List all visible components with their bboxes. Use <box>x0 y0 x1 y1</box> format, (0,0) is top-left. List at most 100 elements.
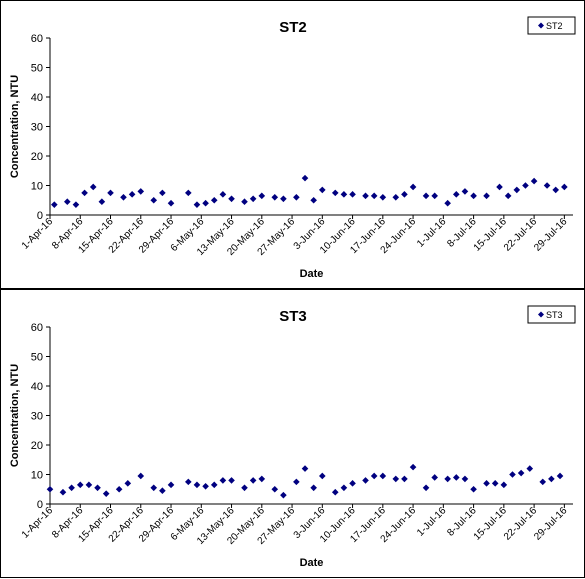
legend-box <box>527 305 576 324</box>
data-point <box>392 194 400 201</box>
data-point <box>137 472 145 480</box>
data-point <box>280 195 287 203</box>
x-tick-label: 1-Jul-16 <box>415 216 449 250</box>
y-tick-label: 10 <box>31 181 43 193</box>
data-point <box>331 488 339 496</box>
data-point <box>370 472 378 480</box>
data-point <box>422 192 430 200</box>
y-tick-label: 40 <box>31 381 43 393</box>
data-point <box>401 475 408 483</box>
data-point <box>444 199 451 207</box>
data-point <box>228 195 235 203</box>
y-tick-label: 60 <box>31 33 43 45</box>
data-point <box>51 201 58 208</box>
data-point <box>370 192 378 200</box>
data-point <box>543 182 551 189</box>
chart-title: ST3 <box>279 308 307 325</box>
data-point <box>293 194 300 201</box>
y-tick-label: 50 <box>31 352 43 364</box>
y-tick-label: 50 <box>31 63 43 75</box>
data-point <box>94 484 101 492</box>
data-point <box>526 465 534 472</box>
data-point <box>461 475 469 483</box>
data-point <box>401 191 408 198</box>
data-point <box>228 477 235 484</box>
data-point <box>241 484 248 492</box>
data-point <box>409 183 417 191</box>
data-point <box>219 191 227 198</box>
data-point <box>340 484 348 492</box>
data-point <box>379 194 387 201</box>
data-point <box>167 199 175 207</box>
data-point <box>379 472 387 480</box>
chart-title: ST2 <box>279 19 307 36</box>
data-point <box>150 196 158 204</box>
data-point <box>68 484 75 492</box>
y-tick-label: 0 <box>37 210 43 222</box>
data-point <box>210 481 218 489</box>
data-point <box>271 194 279 201</box>
data-point <box>280 491 287 499</box>
data-point <box>159 487 166 495</box>
data-point <box>150 484 158 492</box>
y-tick-label: 40 <box>31 92 43 104</box>
data-point <box>89 183 97 191</box>
data-point <box>522 182 529 189</box>
data-point <box>517 469 525 477</box>
data-point <box>210 196 218 204</box>
chart-panel-st3: ST3 0 10 20 30 40 50 60 Concentration, NTU 1-Apr-… <box>0 289 585 578</box>
y-tick-label: 30 <box>31 411 43 423</box>
data-point <box>185 189 192 197</box>
data-point <box>319 472 326 480</box>
data-point <box>539 478 547 486</box>
data-point <box>461 188 469 195</box>
y-tick-label: 10 <box>31 470 43 482</box>
data-point <box>72 201 80 208</box>
data-point <box>331 189 339 197</box>
data-point <box>552 186 560 194</box>
data-point <box>137 188 145 195</box>
data-point <box>340 191 348 198</box>
y-tick-label: 0 <box>37 499 43 511</box>
y-tick-label: 20 <box>31 151 43 163</box>
data-point <box>85 481 93 489</box>
data-point <box>491 480 499 487</box>
data-point <box>124 480 132 487</box>
legend-label: ST3 <box>546 310 563 320</box>
data-point <box>548 475 555 483</box>
data-point <box>293 478 300 486</box>
data-point <box>167 481 175 489</box>
data-point <box>530 177 538 185</box>
y-tick-label: 30 <box>31 122 43 134</box>
data-point <box>241 198 248 206</box>
data-point <box>409 463 417 471</box>
data-point <box>362 477 369 484</box>
data-point <box>444 475 451 483</box>
data-point <box>107 189 114 197</box>
x-tick-label: 29-Jul-16 <box>532 216 570 254</box>
data-point <box>202 483 209 490</box>
data-point <box>422 484 430 492</box>
data-point <box>349 191 356 198</box>
data-point <box>98 198 106 206</box>
data-point <box>504 192 512 200</box>
data-point <box>301 465 309 472</box>
data-point <box>193 481 201 489</box>
data-point <box>513 186 521 194</box>
legend-box <box>527 16 576 35</box>
data-point <box>271 485 279 493</box>
data-point <box>500 481 508 489</box>
data-point <box>349 480 356 487</box>
data-point <box>81 189 88 197</box>
data-point <box>561 183 568 191</box>
data-point <box>193 201 201 208</box>
data-point <box>185 478 192 486</box>
data-point <box>258 475 266 483</box>
data-point <box>509 471 516 478</box>
data-point <box>483 480 490 487</box>
x-tick-label: 29-Jul-16 <box>532 505 570 543</box>
data-point <box>249 477 257 484</box>
